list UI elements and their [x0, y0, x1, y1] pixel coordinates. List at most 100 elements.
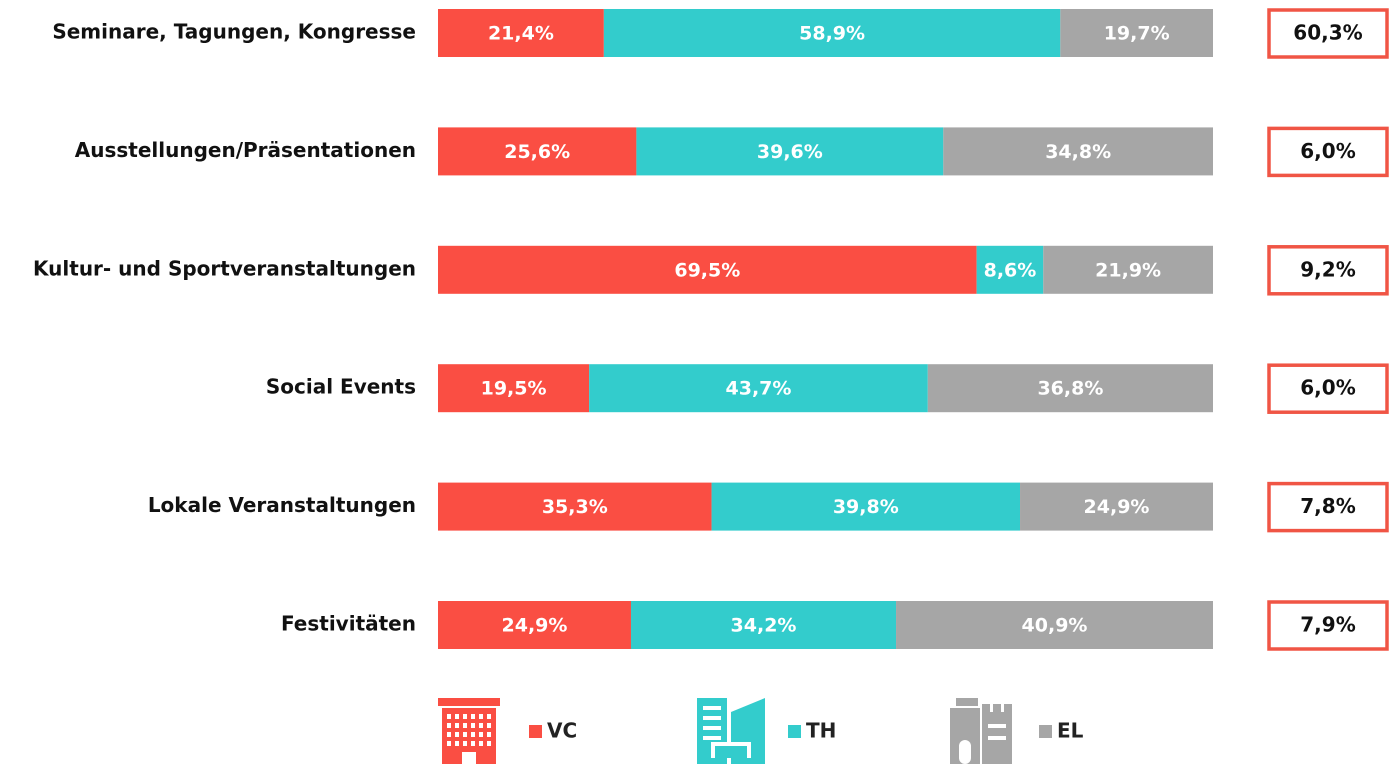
icon-part	[471, 723, 475, 728]
value-label: 34,8%	[1045, 141, 1111, 163]
bar-segment	[976, 245, 1044, 294]
share-label: 7,8%	[1300, 494, 1355, 518]
icon-part	[479, 732, 483, 737]
icon-part	[447, 741, 451, 746]
icon-part	[447, 714, 451, 719]
bar-segment	[1060, 9, 1213, 57]
bar-segment	[896, 601, 1213, 649]
share-label: 6,0%	[1300, 139, 1355, 163]
value-label: 35,3%	[542, 496, 608, 518]
icon-part	[703, 736, 721, 740]
icon-part	[463, 723, 467, 728]
legend-item: VC	[438, 698, 577, 764]
value-label: 39,8%	[833, 496, 899, 518]
value-label: 34,2%	[731, 615, 797, 637]
legend-swatch	[529, 725, 542, 738]
bar-segment	[1020, 482, 1213, 531]
icon-part	[479, 723, 483, 728]
icon-part	[703, 726, 721, 730]
legend-item: TH	[697, 698, 836, 764]
value-label: 43,7%	[726, 378, 792, 400]
value-label: 69,5%	[674, 259, 740, 281]
bar-segment	[438, 245, 977, 294]
share-box	[1267, 8, 1389, 59]
legend-swatch	[1039, 725, 1052, 738]
share-box	[1267, 481, 1389, 533]
icon-part	[447, 732, 451, 737]
value-label: 25,6%	[504, 141, 570, 163]
bar-segment	[438, 9, 604, 57]
value-label: 19,7%	[1104, 23, 1170, 45]
icon-part	[703, 716, 721, 720]
icon-part	[959, 740, 971, 764]
share-label: 60,3%	[1293, 21, 1362, 45]
legend-label: VC	[547, 719, 577, 743]
value-label: 58,9%	[799, 23, 865, 45]
category-label: Social Events	[266, 375, 416, 399]
category-label: Kultur- und Sportveranstaltungen	[33, 256, 416, 280]
icon-part	[703, 706, 721, 710]
share-label: 9,2%	[1300, 257, 1355, 281]
icon-part	[988, 736, 1006, 740]
icon-part	[471, 741, 475, 746]
value-label: 21,9%	[1095, 259, 1161, 281]
share-box	[1267, 126, 1389, 178]
icon-part	[463, 732, 467, 737]
icon-part	[988, 724, 1006, 728]
legend-swatch	[788, 725, 801, 738]
icon-part	[471, 732, 475, 737]
value-label: 21,4%	[488, 23, 554, 45]
category-label: Festivitäten	[281, 612, 416, 636]
bar-segment	[603, 9, 1061, 57]
share-box	[1267, 600, 1389, 651]
icon-part	[479, 714, 483, 719]
icon-part	[455, 741, 459, 746]
icon-part	[956, 698, 978, 706]
bar-segment	[943, 127, 1213, 176]
legend-item: EL	[950, 698, 1084, 764]
bar-segment	[438, 482, 712, 531]
value-label: 24,9%	[502, 615, 568, 637]
value-label: 40,9%	[1022, 615, 1088, 637]
icon-part	[1004, 704, 1012, 712]
icon-part	[993, 704, 1001, 712]
icon-part	[462, 752, 476, 764]
share-box	[1267, 363, 1389, 414]
bar-segment	[438, 127, 637, 176]
value-label: 24,9%	[1084, 496, 1150, 518]
value-label: 8,6%	[984, 259, 1037, 281]
icon-part	[463, 741, 467, 746]
bar-segment	[630, 601, 897, 649]
icon-part	[455, 732, 459, 737]
value-label: 36,8%	[1037, 378, 1103, 400]
category-label: Seminare, Tagungen, Kongresse	[52, 20, 416, 44]
share-box	[1267, 245, 1389, 296]
icon-part	[487, 741, 491, 746]
bar-segment	[711, 482, 1021, 531]
icon-part	[487, 723, 491, 728]
category-label: Lokale Veranstaltungen	[148, 493, 416, 517]
share-label: 6,0%	[1300, 376, 1355, 400]
icon-part	[487, 714, 491, 719]
bar-segment	[438, 364, 590, 413]
icon-part	[455, 714, 459, 719]
icon-part	[487, 732, 491, 737]
legend-label: TH	[806, 719, 836, 743]
category-label: Ausstellungen/Präsentationen	[75, 138, 416, 162]
icon-part	[715, 746, 747, 758]
icon-part	[982, 704, 990, 712]
icon-part	[479, 741, 483, 746]
icon-part	[447, 723, 451, 728]
value-label: 19,5%	[481, 378, 547, 400]
icon-part	[438, 698, 500, 706]
share-label: 7,9%	[1300, 613, 1355, 637]
bar-segment	[1043, 245, 1213, 294]
bar-segment	[438, 601, 631, 649]
bar-segment	[636, 127, 944, 176]
value-label: 39,6%	[757, 141, 823, 163]
legend-label: EL	[1057, 719, 1084, 743]
bar-segment	[589, 364, 928, 413]
icon-part	[455, 723, 459, 728]
